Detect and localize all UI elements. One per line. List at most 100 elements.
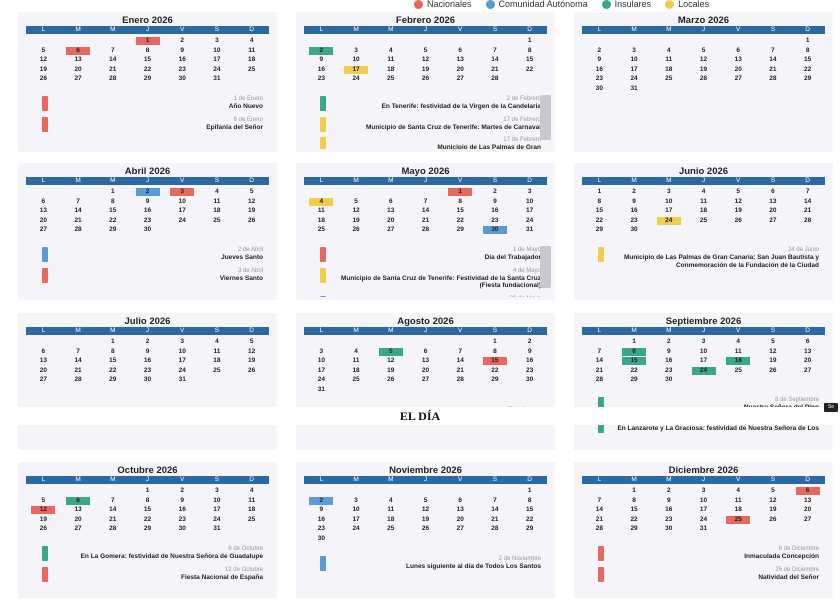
day: 5 [41,496,46,504]
weekday: J [701,476,706,483]
day: 2 [527,338,532,345]
day: 28 [74,376,82,384]
weekday: D [805,177,810,184]
day: 25 [317,226,325,234]
day: 12 [769,347,777,355]
holiday-name: Día del Trabajador [484,254,541,261]
day: 16 [665,506,673,514]
day: 31 [213,525,221,533]
holiday-item: 17 de Febrero Municipio de Santa Cruz de … [296,114,555,135]
day: 23 [178,65,186,73]
day: 10 [699,347,708,355]
day: 12 [421,56,430,64]
day: 10 [630,56,638,64]
holiday-item: 2 de Febrero En Tenerife: festividad de l… [296,93,555,114]
day: 24 [630,75,638,83]
day: 4 [215,338,219,345]
day: 9 [666,496,671,504]
day: 22 [526,65,534,73]
day: 17 [699,357,708,365]
holiday-item: 1 de Mayo Día del Trabajador [296,244,555,265]
weekday: J [423,327,428,334]
day: 15 [526,506,534,514]
day: 27 [456,75,464,83]
weekday: D [805,327,810,334]
day: 21 [109,515,117,523]
day: 10 [317,357,325,365]
day: 24 [178,366,186,374]
day: 20 [74,515,82,523]
day: 3 [180,338,185,345]
weekday: M [110,476,116,483]
month-title: Marzo 2026 [677,15,730,26]
day: 3 [701,338,706,345]
day: 20 [456,65,464,73]
legend-item: Locales [665,0,709,9]
holiday-bar [320,116,326,132]
day: 1 [448,188,473,196]
day: 10 [352,506,360,514]
day: 25 [248,515,256,523]
day: 19 [248,207,256,215]
month-card: Enero 2026 L M M J V S D 1 2 3 4 5 6 7 8 9 10 11 12 13 14 15 16… [18,12,277,152]
legend-label: Locales [678,0,710,9]
day: 13 [456,56,464,64]
day: 15 [482,357,507,366]
day: 24 [178,216,186,224]
day: 14 [491,56,499,64]
weekday: M [75,327,81,334]
day: 19 [39,515,47,523]
month-title: Octubre 2026 [117,465,178,476]
day: 11 [734,496,742,504]
day: 22 [143,65,152,73]
day: 18 [699,207,708,215]
day: 8 [458,197,463,205]
holiday-item: 1 de Enero Año Nuevo [18,93,277,114]
day: 27 [804,366,812,374]
holiday-date: 1 de Enero [233,96,263,102]
weekday: M [631,476,637,483]
weekday: D [805,476,810,483]
weekday: L [319,177,324,184]
day: 15 [595,207,603,215]
day: 17 [213,506,221,514]
day: 13 [769,197,777,205]
day: 19 [769,357,777,365]
day: 6 [41,197,46,205]
day: 8 [805,46,810,54]
day: 31 [178,376,186,384]
holiday-bar [320,96,326,111]
day: 7 [458,347,463,355]
day: 27 [74,525,82,533]
day: 28 [456,376,464,384]
holiday-bar [320,295,326,297]
day: 9 [145,347,150,355]
day: 3 [215,487,219,494]
day: 20 [804,357,812,365]
holiday-bar [598,417,604,433]
day: 27 [804,515,812,523]
day: 4 [388,46,393,54]
day: 26 [769,515,777,523]
day: 15 [456,207,464,215]
day: 22 [526,515,534,523]
holiday-date: 6 de Octubre [228,546,263,552]
holiday-item: 2 de Noviembre Lunes siguiente al día de … [296,553,555,574]
day: 8 [527,496,532,504]
day: 19 [387,366,395,374]
day: 7 [597,496,602,504]
day: 4 [354,347,358,355]
day: 1 [632,338,636,345]
holiday-name: Municipio de Las Palmas de Gran [437,144,541,149]
scroll-thumb [540,95,551,140]
day: 5 [249,188,254,195]
holiday-bar [320,137,326,149]
weekday: J [145,26,150,33]
weekday: S [492,476,498,483]
month-card: Diciembre 2026 L M M J V S D 1 2 3 4 5 6 7 8 9 10 11 12 13 14… [574,462,833,598]
weekday: J [145,327,150,334]
